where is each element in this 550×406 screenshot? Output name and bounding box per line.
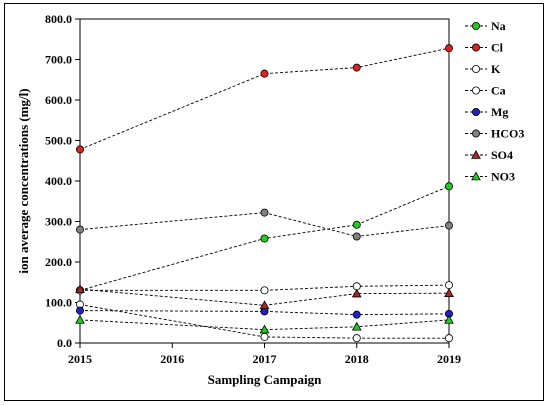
x-axis-title: Sampling Campaign	[208, 372, 323, 387]
series-line-mg	[79, 310, 450, 316]
x-tick-label: 2015	[68, 352, 92, 366]
legend-label: Na	[491, 19, 506, 33]
series-no3	[75, 314, 454, 334]
legend-item-hco3: HCO3	[465, 127, 524, 141]
series-na	[76, 182, 453, 295]
legend-label: K	[491, 62, 501, 76]
legend-marker-ca	[471, 86, 480, 95]
data-point-cl	[444, 44, 453, 53]
legend-label: Cl	[491, 41, 504, 55]
y-tick-label: 500.0	[45, 134, 72, 148]
data-point-ca	[444, 281, 453, 290]
series-line-hco3	[79, 212, 450, 237]
legend: Na Cl K Ca Mg HCO3 SO4 NO3	[465, 19, 524, 184]
legend-item-na: Na	[465, 19, 506, 33]
legend-label: HCO3	[491, 127, 524, 141]
data-point-na	[352, 220, 361, 229]
x-tick-label: 2016	[160, 352, 184, 366]
legend-item-cl: Cl	[465, 41, 504, 55]
legend-marker-cl	[471, 43, 480, 52]
data-point-so4	[444, 288, 454, 297]
x-tick-label: 2018	[345, 352, 369, 366]
legend-marker-no3	[471, 171, 481, 181]
legend-item-so4: SO4	[465, 148, 513, 162]
y-tick-label: 0.0	[57, 336, 72, 350]
series-line-ca	[80, 284, 450, 291]
series-layer	[75, 44, 454, 343]
y-tick-label: 400.0	[45, 174, 72, 188]
data-point-cl	[76, 145, 85, 154]
x-tick-label: 2017	[253, 352, 277, 366]
data-point-cl	[352, 63, 361, 72]
series-cl	[76, 44, 453, 154]
series-ca	[76, 281, 453, 295]
legend-item-mg: Mg	[465, 105, 508, 119]
data-point-cl	[260, 69, 269, 78]
data-point-hco3	[352, 232, 361, 241]
data-point-k	[444, 334, 453, 343]
data-point-mg	[76, 306, 85, 315]
y-tick-label: 700.0	[45, 53, 72, 67]
data-point-so4	[351, 288, 362, 298]
series-hco3	[76, 208, 453, 241]
legend-item-ca: Ca	[465, 84, 506, 98]
legend-label: Ca	[491, 84, 506, 98]
data-point-no3	[75, 314, 85, 324]
data-point-k	[352, 334, 361, 343]
legend-marker-k	[471, 65, 480, 74]
y-tick-label: 600.0	[45, 93, 72, 107]
data-point-k	[260, 332, 269, 341]
data-point-na	[444, 182, 453, 191]
data-point-so4	[75, 284, 85, 293]
legend-marker-hco3	[471, 129, 480, 138]
legend-label: Mg	[491, 105, 508, 119]
y-tick-label: 800.0	[45, 12, 72, 26]
data-point-no3	[259, 324, 270, 334]
data-point-no3	[444, 314, 454, 324]
data-point-mg	[352, 310, 361, 319]
y-axis-title: ion average concentrations (mg/l)	[16, 88, 31, 273]
data-point-no3	[351, 321, 362, 331]
series-so4	[75, 284, 454, 310]
legend-marker-na	[471, 21, 480, 30]
chart-frame	[4, 3, 544, 401]
legend-item-no3: NO3	[465, 170, 515, 184]
data-point-na	[260, 234, 269, 243]
series-line-so4	[79, 288, 450, 306]
series-mg	[76, 306, 453, 319]
legend-marker-so4	[471, 149, 481, 159]
y-tick-label: 100.0	[45, 296, 72, 310]
series-line-no3	[79, 319, 450, 331]
data-point-ca	[260, 286, 269, 295]
legend-label: NO3	[491, 170, 515, 184]
y-tick-label: 200.0	[45, 255, 72, 269]
x-tick-label: 2019	[437, 352, 461, 366]
legend-label: SO4	[491, 148, 513, 162]
legend-item-k: K	[465, 62, 501, 76]
series-line-na	[79, 185, 450, 291]
axes: 0.0 100.0 200.0 300.0 400.0 500.0 600.0 700.0 80…	[45, 12, 461, 366]
series-line-k	[79, 304, 449, 339]
data-point-hco3	[76, 225, 85, 234]
data-point-so4	[259, 300, 270, 310]
data-point-hco3	[444, 221, 453, 230]
data-point-hco3	[260, 208, 269, 217]
legend-marker-mg	[471, 108, 480, 117]
y-tick-label: 300.0	[45, 215, 72, 229]
series-line-cl	[79, 47, 450, 150]
